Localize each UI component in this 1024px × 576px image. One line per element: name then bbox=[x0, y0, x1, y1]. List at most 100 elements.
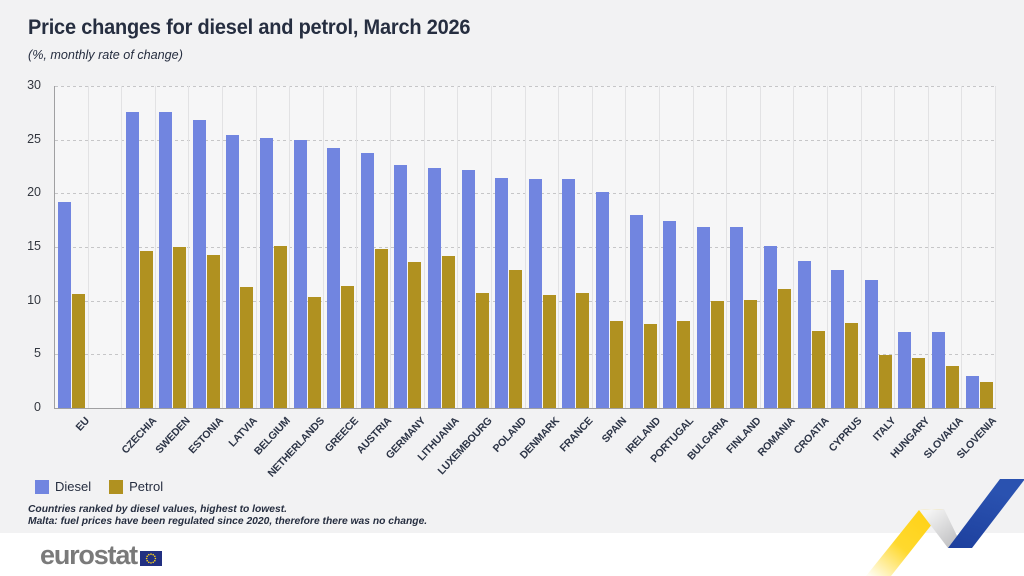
x-tick-label-czechia: CZECHIA bbox=[119, 415, 159, 457]
v-gridline bbox=[759, 86, 761, 408]
legend-petrol-swatch bbox=[109, 479, 124, 494]
v-gridline bbox=[289, 86, 291, 408]
h-gridline bbox=[55, 139, 996, 141]
eu-flag-icon bbox=[139, 551, 162, 566]
bar-diesel-slovenia bbox=[965, 375, 979, 408]
bar-diesel-finland bbox=[730, 226, 744, 408]
h-gridline bbox=[55, 86, 996, 87]
v-gridline bbox=[255, 86, 257, 408]
eurostat-logo-text: eurostat bbox=[40, 540, 138, 570]
bar-petrol-portugal bbox=[677, 321, 691, 408]
legend-item-petrol: Petrol bbox=[109, 479, 163, 494]
x-tick-label-france: FRANCE bbox=[557, 415, 596, 455]
bar-diesel-greece bbox=[327, 148, 341, 408]
bar-petrol-eu bbox=[72, 294, 86, 408]
h-gridline bbox=[55, 300, 996, 302]
v-gridline bbox=[222, 86, 224, 408]
bar-petrol-hungary bbox=[912, 357, 926, 408]
bar-diesel-ireland bbox=[629, 214, 643, 408]
footnotes: Countries ranked by diesel values, highe… bbox=[28, 503, 427, 528]
legend-diesel-swatch bbox=[35, 479, 49, 494]
y-tick-label: 5 bbox=[34, 346, 41, 361]
bar-petrol-poland bbox=[509, 269, 523, 408]
x-tick-label-estonia: ESTONIA bbox=[186, 415, 227, 457]
h-gridline bbox=[55, 193, 996, 195]
bar-petrol-finland bbox=[744, 299, 758, 408]
bar-petrol-austria bbox=[374, 249, 388, 408]
bar-diesel-germany bbox=[394, 165, 408, 408]
bar-petrol-italy bbox=[878, 355, 892, 408]
bar-petrol-belgium bbox=[273, 245, 287, 408]
bar-petrol-slovenia bbox=[979, 382, 993, 408]
x-tick-label-spain: SPAIN bbox=[599, 415, 630, 446]
footer bbox=[0, 533, 1024, 576]
x-tick-label-latvia: LATVIA bbox=[226, 415, 260, 450]
v-gridline bbox=[826, 86, 828, 408]
bar-diesel-sweden bbox=[159, 111, 173, 408]
bar-diesel-belgium bbox=[259, 137, 273, 408]
v-gridline bbox=[793, 86, 795, 408]
bar-diesel-hungary bbox=[898, 331, 912, 408]
v-gridline bbox=[490, 86, 492, 408]
bar-petrol-france bbox=[576, 293, 590, 408]
bar-petrol-germany bbox=[408, 262, 422, 408]
y-tick-label: 15 bbox=[27, 239, 41, 253]
bar-diesel-denmark bbox=[528, 179, 542, 408]
bar-petrol-denmark bbox=[542, 295, 556, 408]
ribbon-decoration-icon bbox=[866, 479, 1024, 576]
bar-diesel-bulgaria bbox=[696, 226, 710, 408]
y-axis-labels: 0 5 10 15 20 25 30 bbox=[0, 78, 44, 414]
bar-diesel-estonia bbox=[192, 120, 206, 408]
eurostat-logo: eurostat bbox=[40, 540, 162, 571]
bar-diesel-poland bbox=[495, 178, 509, 408]
bar-petrol-estonia bbox=[206, 254, 220, 408]
v-gridline bbox=[995, 86, 996, 408]
h-gridline bbox=[55, 354, 996, 356]
v-gridline bbox=[356, 86, 358, 408]
v-gridline bbox=[87, 86, 89, 408]
chart-subtitle: (%, monthly rate of change) bbox=[28, 47, 183, 62]
x-tick-label-croatia: CROATIA bbox=[791, 415, 831, 457]
legend-item-diesel: Diesel bbox=[35, 479, 91, 494]
bar-petrol-romania bbox=[778, 288, 792, 408]
x-tick-label-cyprus: CYPRUS bbox=[826, 415, 865, 455]
bar-petrol-lithuania bbox=[441, 255, 455, 408]
plot-area: EU CZECHIA SWEDEN ESTONIA LATVIA BELGIUM NETHE… bbox=[54, 86, 999, 480]
v-gridline bbox=[927, 86, 929, 408]
v-gridline bbox=[860, 86, 862, 408]
footnote-ranking: Countries ranked by diesel values, highe… bbox=[28, 503, 288, 515]
chart: 0 5 10 15 20 25 30 EU CZECHIA SWEDEN ESTONIA LATVI… bbox=[0, 78, 1024, 486]
v-gridline bbox=[154, 86, 156, 408]
v-gridline bbox=[188, 86, 190, 408]
bar-diesel-netherlands bbox=[293, 139, 307, 408]
bar-diesel-croatia bbox=[797, 260, 811, 408]
v-gridline bbox=[121, 86, 123, 408]
chart-title: Price changes for diesel and petrol, Mar… bbox=[28, 16, 471, 39]
bar-petrol-luxembourg bbox=[475, 293, 489, 408]
bar-diesel-luxembourg bbox=[461, 169, 475, 408]
x-tick-label-italy: ITALY bbox=[870, 415, 899, 444]
bar-petrol-latvia bbox=[240, 286, 254, 408]
bar-petrol-netherlands bbox=[307, 297, 321, 408]
y-tick-label: 0 bbox=[34, 400, 41, 414]
v-gridline bbox=[894, 86, 896, 408]
v-gridline bbox=[961, 86, 963, 408]
bar-petrol-ireland bbox=[643, 324, 657, 408]
x-tick-label-eu: EU bbox=[73, 415, 92, 434]
legend-petrol-label: Petrol bbox=[129, 479, 164, 494]
v-gridline bbox=[591, 86, 593, 408]
v-gridline bbox=[423, 86, 425, 408]
y-tick-label: 25 bbox=[27, 131, 41, 146]
y-tick-label: 30 bbox=[27, 78, 41, 92]
y-tick-label: 20 bbox=[27, 185, 41, 200]
v-gridline bbox=[558, 86, 560, 408]
bar-petrol-bulgaria bbox=[710, 300, 724, 408]
bar-diesel-spain bbox=[596, 192, 610, 408]
bar-petrol-cyprus bbox=[845, 323, 859, 408]
v-gridline bbox=[322, 86, 324, 408]
bar-diesel-romania bbox=[764, 245, 778, 408]
bar-petrol-czechia bbox=[139, 251, 153, 408]
y-tick-label: 10 bbox=[27, 292, 41, 307]
h-gridline bbox=[55, 247, 996, 248]
